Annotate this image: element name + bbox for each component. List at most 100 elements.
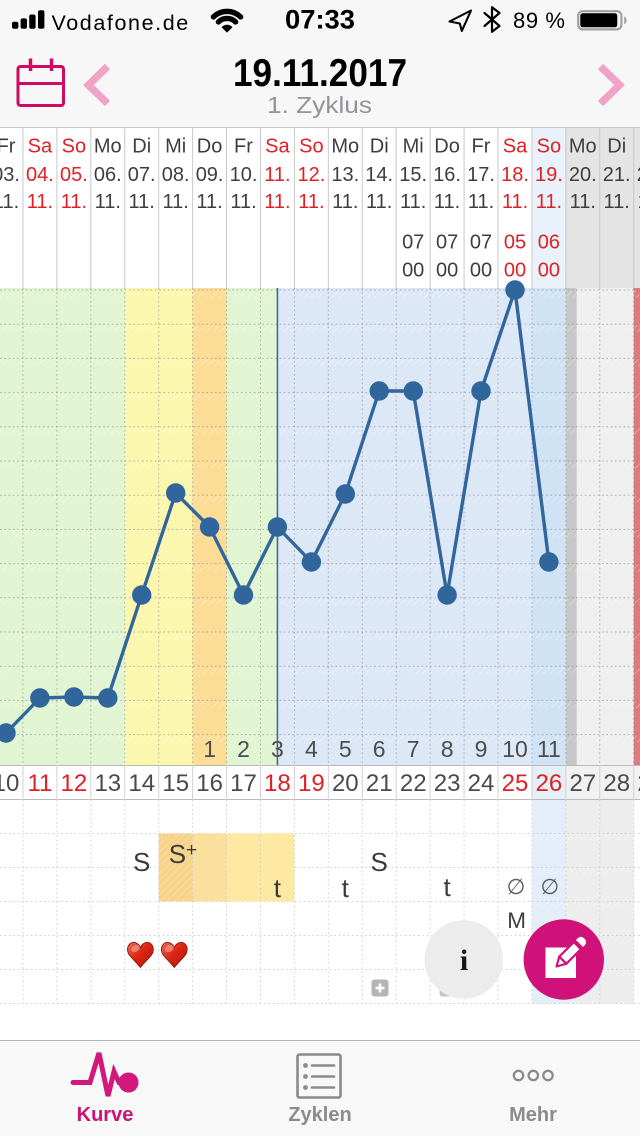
svg-text:So: So — [299, 136, 323, 158]
svg-text:11.: 11. — [0, 191, 19, 213]
svg-text:11.: 11. — [264, 164, 290, 186]
svg-text:26: 26 — [536, 770, 563, 797]
svg-text:11.: 11. — [332, 191, 358, 213]
svg-text:Di: Di — [132, 136, 151, 158]
svg-text:8: 8 — [441, 736, 454, 762]
svg-text:20.: 20. — [569, 164, 597, 186]
svg-text:00: 00 — [402, 260, 424, 282]
svg-text:Do: Do — [434, 136, 460, 158]
svg-text:3: 3 — [271, 736, 284, 762]
svg-text:17.: 17. — [467, 164, 495, 186]
svg-text:89 %: 89 % — [513, 8, 566, 33]
svg-text:11.: 11. — [230, 191, 256, 213]
svg-text:14.: 14. — [365, 164, 393, 186]
svg-text:11.: 11. — [196, 191, 222, 213]
svg-text:S: S — [371, 847, 388, 877]
svg-text:10: 10 — [502, 736, 528, 762]
svg-text:7: 7 — [407, 736, 420, 762]
svg-text:17: 17 — [230, 770, 257, 797]
svg-text:29: 29 — [637, 770, 640, 797]
svg-text:9: 9 — [475, 736, 488, 762]
svg-text:11.: 11. — [264, 191, 290, 213]
svg-text:27: 27 — [569, 770, 596, 797]
svg-text:15.: 15. — [399, 164, 427, 186]
svg-text:Sa: Sa — [265, 136, 290, 158]
svg-text:13: 13 — [94, 770, 121, 797]
svg-text:28: 28 — [603, 770, 630, 797]
svg-text:t: t — [274, 873, 282, 903]
svg-text:t: t — [342, 873, 350, 903]
svg-text:S: S — [133, 847, 150, 877]
svg-text:11.: 11. — [61, 191, 87, 213]
svg-text:Vodafone.de: Vodafone.de — [52, 11, 190, 35]
svg-text:10: 10 — [0, 770, 19, 797]
svg-text:18.: 18. — [501, 164, 529, 186]
svg-text:Mi: Mi — [165, 136, 186, 158]
svg-text:11.: 11. — [95, 191, 121, 213]
svg-text:Do: Do — [197, 136, 223, 158]
svg-text:∅: ∅ — [541, 875, 560, 899]
svg-text:21.: 21. — [603, 164, 631, 186]
svg-text:Sa: Sa — [28, 136, 53, 158]
svg-text:2: 2 — [237, 736, 250, 762]
svg-text:25: 25 — [502, 770, 529, 797]
svg-text:1: 1 — [203, 736, 216, 762]
svg-text:11.: 11. — [468, 191, 494, 213]
svg-text:18: 18 — [264, 770, 291, 797]
svg-text:Fr: Fr — [0, 136, 16, 158]
svg-text:∅: ∅ — [507, 875, 526, 899]
svg-text:Sa: Sa — [503, 136, 528, 158]
svg-text:00: 00 — [470, 260, 492, 282]
svg-text:6: 6 — [373, 736, 386, 762]
svg-text:4: 4 — [305, 736, 318, 762]
svg-text:11: 11 — [27, 770, 52, 797]
svg-text:08.: 08. — [162, 164, 190, 186]
svg-text:00: 00 — [538, 260, 560, 282]
svg-text:Di: Di — [607, 136, 626, 158]
svg-text:20: 20 — [332, 770, 359, 797]
svg-text:00: 00 — [504, 260, 526, 282]
svg-text:07:33: 07:33 — [285, 5, 355, 35]
svg-text:M: M — [507, 908, 526, 933]
svg-text:04.: 04. — [26, 164, 54, 186]
svg-text:22.: 22. — [637, 164, 640, 186]
svg-text:11.: 11. — [570, 191, 596, 213]
svg-text:19: 19 — [298, 770, 325, 797]
svg-text:Mo: Mo — [569, 136, 597, 158]
svg-text:Mi: Mi — [403, 136, 424, 158]
svg-text:10.: 10. — [230, 164, 258, 186]
svg-text:23: 23 — [434, 770, 461, 797]
svg-text:14: 14 — [128, 770, 155, 797]
svg-text:22: 22 — [400, 770, 427, 797]
svg-text:07.: 07. — [128, 164, 156, 186]
svg-text:11.: 11. — [129, 191, 155, 213]
svg-text:Fr: Fr — [234, 136, 253, 158]
svg-text:11.: 11. — [604, 191, 630, 213]
svg-text:11.: 11. — [434, 191, 460, 213]
svg-text:09.: 09. — [196, 164, 224, 186]
svg-text:24: 24 — [468, 770, 495, 797]
svg-text:t: t — [443, 872, 451, 902]
svg-text:06: 06 — [538, 232, 560, 254]
svg-text:12.: 12. — [297, 164, 325, 186]
svg-text:Mo: Mo — [94, 136, 122, 158]
svg-text:11.: 11. — [400, 191, 426, 213]
svg-text:So: So — [537, 136, 561, 158]
svg-text:16: 16 — [196, 770, 223, 797]
svg-text:12: 12 — [61, 770, 88, 797]
svg-text:Mo: Mo — [331, 136, 359, 158]
svg-text:03.: 03. — [0, 164, 20, 186]
svg-text:11.: 11. — [366, 191, 392, 213]
svg-text:19.: 19. — [535, 164, 563, 186]
svg-text:i: i — [460, 944, 468, 977]
svg-text:19.11.2017: 19.11.2017 — [233, 52, 407, 95]
svg-text:07: 07 — [402, 232, 424, 254]
svg-text:Fr: Fr — [472, 136, 491, 158]
svg-text:07: 07 — [470, 232, 492, 254]
svg-text:11.: 11. — [163, 191, 189, 213]
svg-text:21: 21 — [366, 770, 393, 797]
svg-text:16.: 16. — [433, 164, 461, 186]
svg-text:07: 07 — [436, 232, 458, 254]
svg-text:11: 11 — [537, 736, 561, 762]
svg-text:So: So — [62, 136, 86, 158]
